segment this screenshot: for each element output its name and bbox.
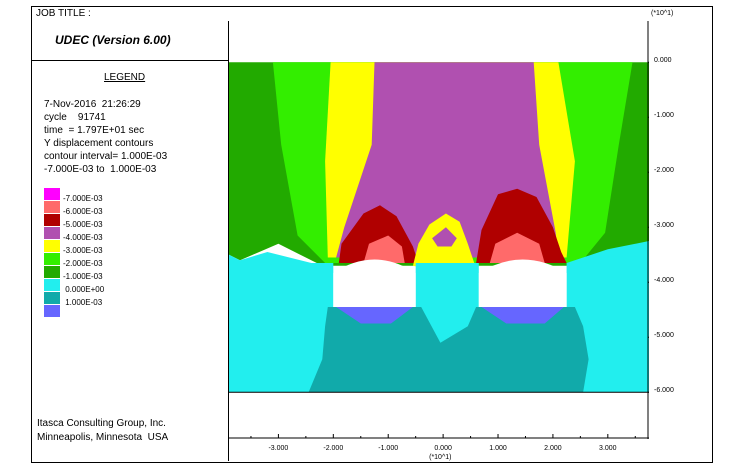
legend-cycle: cycle 91741 xyxy=(44,112,106,123)
company-location: Minneapolis, Minnesota USA xyxy=(37,432,169,443)
x-tick-label: -3.000 xyxy=(268,445,289,452)
legend-swatch-label: -7.000E-03 xyxy=(63,194,103,203)
legend-contour-type: Y displacement contours xyxy=(44,138,154,149)
legend-swatch-label: 0.000E+00 xyxy=(63,285,105,294)
legend-swatch-label: -3.000E-03 xyxy=(63,246,103,255)
legend-swatch-label: -1.000E-03 xyxy=(63,272,103,281)
legend-swatch xyxy=(44,214,60,226)
plot-frame xyxy=(31,6,713,463)
contour-region xyxy=(308,307,589,393)
app-title: UDEC (Version 6.00) xyxy=(55,33,171,47)
legend-contour-interval: contour interval= 1.000E-03 xyxy=(44,151,168,162)
contour-plot-svg xyxy=(229,21,652,439)
legend-title: LEGEND xyxy=(104,72,146,83)
legend-swatch xyxy=(44,279,60,291)
y-tick-label: 0.000 xyxy=(654,57,672,65)
x-axis-multiplier: (*10^1) xyxy=(429,454,452,461)
x-tick-label: 1.000 xyxy=(489,445,507,452)
job-title: JOB TITLE : xyxy=(36,8,91,19)
legend-swatch-label: 1.000E-03 xyxy=(63,298,103,307)
legend-swatch-label: -6.000E-03 xyxy=(63,207,103,216)
y-tick-label: -6.000 xyxy=(654,387,674,395)
x-tick-label: 2.000 xyxy=(544,445,562,452)
legend-swatch-label: -5.000E-03 xyxy=(63,220,103,229)
contour-region xyxy=(363,235,405,263)
contour-region xyxy=(489,232,545,263)
x-tick-label: 0.000 xyxy=(434,445,452,452)
legend-time: time = 1.797E+01 sec xyxy=(44,125,145,136)
legend-swatch-label: -2.000E-03 xyxy=(63,259,103,268)
legend-date: 7-Nov-2016 21:26:29 xyxy=(44,99,141,110)
legend-swatch xyxy=(44,292,60,304)
legend-swatch xyxy=(44,266,60,278)
title-box xyxy=(31,21,229,61)
y-tick-label: -3.000 xyxy=(654,222,674,230)
y-tick-label: -4.000 xyxy=(654,277,674,285)
contour-region xyxy=(432,227,457,247)
excavation-opening xyxy=(478,259,567,307)
x-tick-label: 3.000 xyxy=(599,445,617,452)
scale-label-top: (*10^1) xyxy=(651,10,674,17)
legend-swatch-label: -4.000E-03 xyxy=(63,233,103,242)
x-tick-label: -1.000 xyxy=(378,445,399,452)
legend-contour-range: -7.000E-03 to 1.000E-03 xyxy=(44,164,157,175)
y-tick-label: -5.000 xyxy=(654,332,674,340)
legend-swatch xyxy=(44,305,60,317)
legend-swatch xyxy=(44,201,60,213)
contour-region xyxy=(336,307,413,324)
contour-region xyxy=(481,307,564,324)
x-tick-label: -2.000 xyxy=(323,445,344,452)
column-divider xyxy=(228,21,229,461)
legend-swatch xyxy=(44,188,60,200)
contour-plot xyxy=(229,21,652,439)
y-tick-label: -2.000 xyxy=(654,167,674,175)
company-name: Itasca Consulting Group, Inc. xyxy=(37,418,166,429)
legend-swatch xyxy=(44,227,60,239)
excavation-opening xyxy=(333,259,416,307)
legend-swatch xyxy=(44,253,60,265)
legend-swatch xyxy=(44,240,60,252)
y-tick-label: -1.000 xyxy=(654,112,674,120)
